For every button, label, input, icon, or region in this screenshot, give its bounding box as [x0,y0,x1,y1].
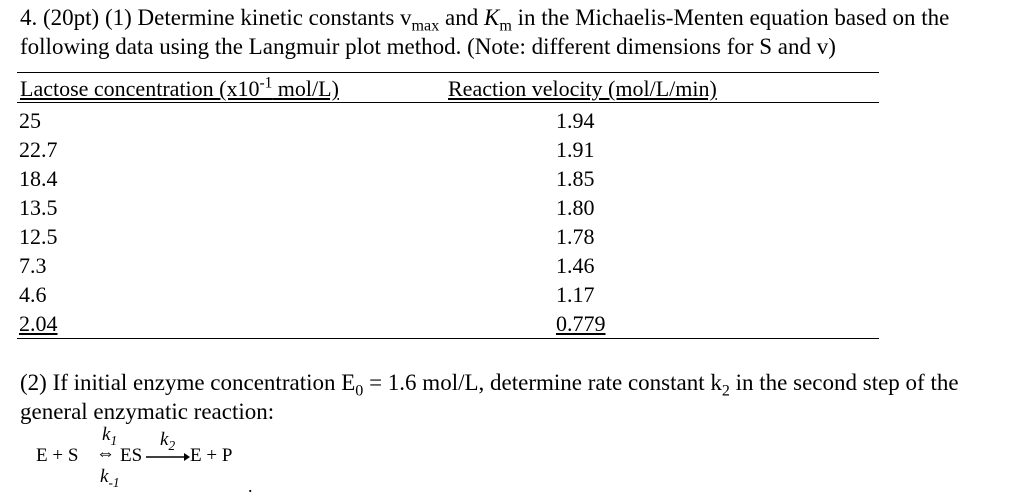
reactants: E + S [36,445,79,466]
trailing-dot: . [248,476,253,496]
k1-label: k1 [102,424,118,448]
cell-concentration: 2.04 [19,311,58,336]
table-row: 12.5 1.78 [17,222,879,251]
cell-velocity: 0.779 [556,311,606,336]
cell-concentration: 25 [19,108,41,133]
cell-velocity: 1.94 [556,108,595,133]
cell-velocity: 1.80 [556,195,595,220]
cell-concentration: 7.3 [19,253,47,278]
k2-label: k2 [160,429,176,453]
cell-concentration: 13.5 [19,195,58,220]
question-1-text: 4. (20pt) (1) Determine kinetic constant… [20,5,950,59]
table-row: 7.3 1.46 [17,251,879,280]
table-body: 25 1.94 22.7 1.91 18.4 1.85 13.5 1.80 12.5 1.78 7.… [17,106,879,338]
reversible-arrow-icon: ⇔ [96,443,115,464]
products: E + P [190,445,233,466]
table-row: 2.04 0.779 [17,309,879,338]
reaction-equation: k1 E + S ⇔ ES k2 E + P k-1 [36,424,276,494]
table-top-rule [17,72,879,73]
cell-concentration: 22.7 [19,137,58,162]
cell-velocity: 1.85 [556,166,595,191]
table-row: 13.5 1.80 [17,193,879,222]
complex-es: ES [120,445,143,466]
table-header-rule [17,102,879,103]
cell-velocity: 1.78 [556,224,595,249]
forward-arrow-icon [146,453,190,461]
table-bottom-rule [17,338,879,339]
header-concentration: Lactose concentration (x10-1 mol/L) [20,74,339,101]
table-row: 4.6 1.17 [17,280,879,309]
cell-concentration: 4.6 [19,282,47,307]
table-row: 25 1.94 [17,106,879,135]
cell-velocity: 1.46 [556,253,595,278]
cell-concentration: 18.4 [19,166,58,191]
cell-velocity: 1.17 [556,282,595,307]
cell-velocity: 1.91 [556,137,595,162]
question-2-text: (2) If initial enzyme concentration E0 =… [20,370,959,424]
k-minus-1-label: k-1 [100,466,120,490]
table-row: 18.4 1.85 [17,164,879,193]
cell-concentration: 12.5 [19,224,58,249]
table-row: 22.7 1.91 [17,135,879,164]
header-velocity: Reaction velocity (mol/L/min) [448,76,717,101]
